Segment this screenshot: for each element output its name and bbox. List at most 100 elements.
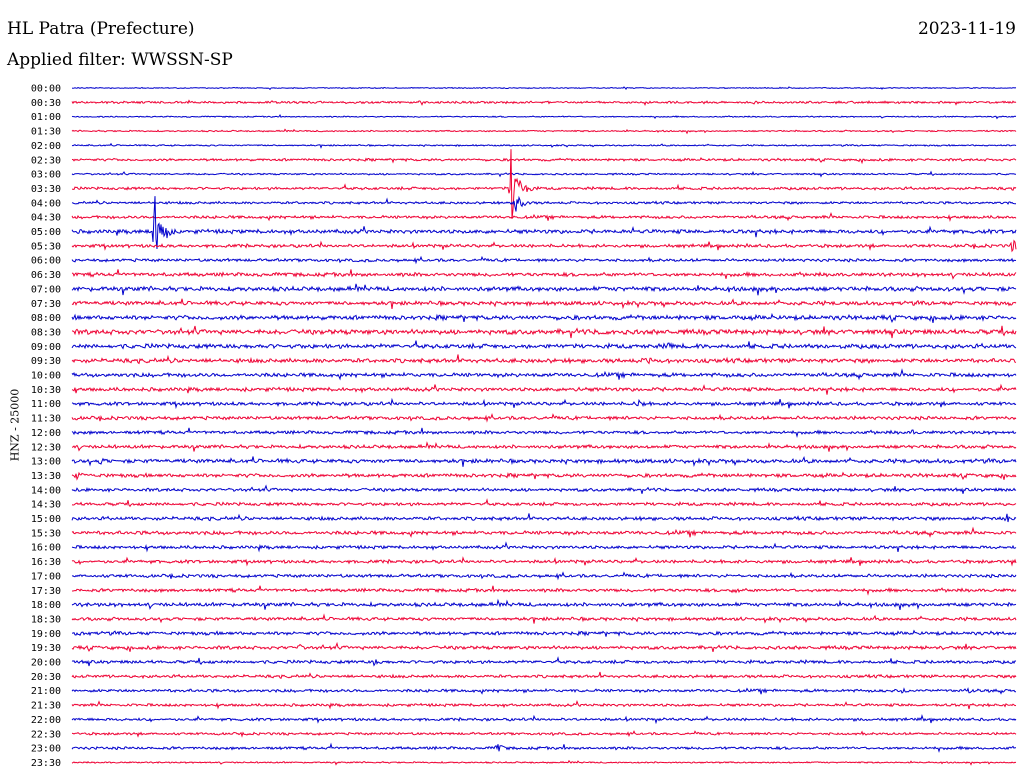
row-time-label: 14:30 — [31, 500, 61, 511]
trace-row-2030 — [71, 671, 1017, 680]
row-time-label: 20:00 — [31, 658, 61, 669]
trace-row-0430 — [71, 212, 1017, 223]
trace-row-1100 — [71, 397, 1017, 410]
row-time-label: 05:30 — [31, 241, 61, 252]
row-time-label: 01:00 — [31, 112, 61, 123]
row-time-label: 07:30 — [31, 299, 61, 310]
trace-row-0100 — [71, 113, 1017, 120]
row-time-label: 15:00 — [31, 514, 61, 525]
trace-row-0800 — [71, 312, 1017, 324]
row-time-label: 08:30 — [31, 327, 61, 338]
trace-row-0000 — [71, 86, 1017, 91]
trace-row-0030 — [71, 99, 1017, 107]
trace-row-1830 — [71, 613, 1017, 624]
row-time-label: 01:30 — [31, 127, 61, 138]
row-time-label: 09:30 — [31, 356, 61, 367]
trace-row-1030 — [71, 383, 1017, 395]
row-time-label: 21:30 — [31, 701, 61, 712]
trace-row-1930 — [71, 641, 1017, 653]
trace-row-1300 — [71, 456, 1017, 468]
trace-row-1200 — [71, 427, 1017, 439]
row-time-label: 23:30 — [31, 758, 61, 769]
trace-row-0500 — [71, 196, 1017, 250]
trace-row-2000 — [71, 656, 1017, 667]
trace-row-1230 — [71, 441, 1017, 452]
trace-row-1530 — [71, 526, 1017, 538]
trace-row-1600 — [71, 541, 1017, 553]
row-time-label: 16:00 — [31, 543, 61, 554]
row-time-label: 03:30 — [31, 184, 61, 195]
trace-row-1000 — [71, 368, 1017, 381]
trace-row-0900 — [71, 340, 1017, 351]
row-time-label: 23:00 — [31, 744, 61, 755]
row-time-label: 06:30 — [31, 270, 61, 281]
row-time-label: 03:00 — [31, 170, 61, 181]
row-time-label: 11:00 — [31, 399, 61, 410]
row-time-label: 10:00 — [31, 371, 61, 382]
row-time-label: 18:00 — [31, 600, 61, 611]
row-time-label: 16:30 — [31, 557, 61, 568]
trace-row-2100 — [71, 687, 1016, 695]
row-time-label: 02:00 — [31, 141, 61, 152]
trace-row-0730 — [71, 298, 1017, 310]
trace-row-2130 — [71, 699, 1017, 710]
trace-row-2200 — [71, 714, 1017, 725]
filter-label: Applied filter: WWSSN-SP — [7, 50, 233, 70]
row-time-label: 07:00 — [31, 284, 61, 295]
row-time-label: 09:00 — [31, 342, 61, 353]
trace-row-0230 — [71, 157, 1017, 165]
trace-row-1330 — [71, 471, 1017, 481]
station-title: HL Patra (Prefecture) — [7, 19, 195, 39]
trace-row-1630 — [71, 556, 1017, 567]
row-time-label: 15:30 — [31, 528, 61, 539]
trace-row-2330 — [71, 759, 1017, 766]
row-time-label: 10:30 — [31, 385, 61, 396]
row-time-label: 12:30 — [31, 442, 61, 453]
trace-row-0400 — [71, 195, 1016, 212]
row-time-label: 17:30 — [31, 586, 61, 597]
trace-row-1730 — [72, 585, 1017, 596]
row-time-label: 19:30 — [31, 643, 61, 654]
trace-row-1130 — [71, 413, 1017, 423]
trace-row-0530 — [71, 239, 1017, 253]
trace-row-0830 — [71, 325, 1017, 339]
row-time-label: 21:00 — [31, 686, 61, 697]
trace-row-0300 — [71, 170, 1016, 178]
trace-row-0200 — [71, 142, 1017, 149]
row-time-label: 22:30 — [31, 729, 61, 740]
trace-row-0930 — [71, 354, 1017, 365]
row-time-label: 06:00 — [31, 256, 61, 267]
row-time-label: 00:30 — [31, 98, 61, 109]
trace-row-0130 — [71, 128, 1017, 135]
trace-row-1800 — [71, 598, 1017, 611]
row-time-label: 00:00 — [31, 84, 61, 95]
trace-row-0630 — [71, 269, 1017, 280]
trace-row-2230 — [71, 730, 1017, 738]
row-time-label: 13:00 — [31, 457, 61, 468]
row-time-label: 22:00 — [31, 715, 61, 726]
row-time-label: 17:00 — [31, 571, 61, 582]
trace-row-0600 — [71, 255, 1017, 265]
trace-row-1700 — [71, 571, 1017, 581]
trace-row-0330 — [71, 149, 1017, 219]
row-time-label: 14:00 — [31, 485, 61, 496]
trace-row-1430 — [71, 498, 1017, 508]
row-time-label: 11:30 — [31, 414, 61, 425]
row-time-label: 18:30 — [31, 614, 61, 625]
trace-row-1400 — [71, 484, 1017, 494]
trace-row-0700 — [71, 283, 1017, 296]
row-time-label: 04:00 — [31, 198, 61, 209]
date-label: 2023-11-19 — [917, 19, 1016, 39]
trace-row-2300 — [71, 742, 1016, 753]
row-time-label: 08:00 — [31, 313, 61, 324]
row-time-label: 13:30 — [31, 471, 61, 482]
row-time-label: 12:00 — [31, 428, 61, 439]
row-time-label: 20:30 — [31, 672, 61, 683]
row-time-label: 02:30 — [31, 155, 61, 166]
trace-row-1900 — [72, 629, 1017, 637]
row-time-label: 04:30 — [31, 213, 61, 224]
trace-row-1500 — [71, 513, 1017, 523]
row-time-label: 19:00 — [31, 629, 61, 640]
row-time-label: 05:00 — [31, 227, 61, 238]
